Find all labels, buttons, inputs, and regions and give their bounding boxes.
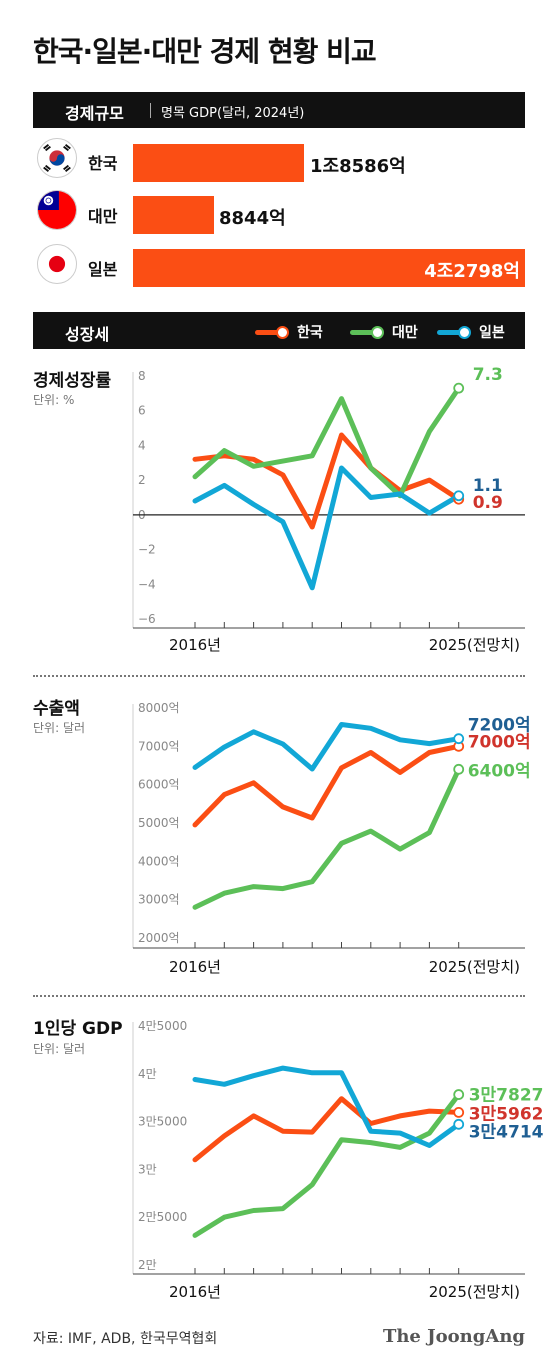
gdp-bar-korea — [133, 144, 304, 182]
gdp-value-korea: 1조8586억 — [310, 156, 406, 177]
y-tick-label: 4만 — [138, 1067, 157, 1081]
y-tick-label: 5000억 — [138, 816, 180, 830]
x-label-end: 2025(전망치) — [429, 958, 520, 976]
taiwan-flag-icon — [37, 190, 77, 230]
legend-japan-label: 일본 — [479, 325, 505, 341]
legend-korea-marker — [276, 326, 289, 339]
y-tick-label: 2만5000 — [138, 1210, 187, 1224]
end-marker-japan — [453, 733, 465, 745]
gdp-bar-japan — [133, 249, 525, 287]
end-marker-taiwan — [453, 763, 465, 775]
x-label-start: 2016년 — [169, 958, 221, 976]
country-label-taiwan: 대만 — [88, 207, 118, 226]
legend-japan-line — [437, 330, 463, 335]
y-tick-label: 4만5000 — [138, 1019, 187, 1033]
gdp-per-capita-title: 1인당 GDP — [33, 1019, 123, 1039]
exports-unit: 단위: 달러 — [33, 721, 86, 735]
series-line-taiwan — [192, 385, 462, 499]
x-label-start: 2016년 — [169, 636, 221, 654]
y-tick-label: −2 — [138, 543, 156, 557]
end-value-label-japan: 3만4714 — [469, 1122, 544, 1142]
legend-taiwan-label: 대만 — [392, 325, 418, 341]
y-tick-label: 2 — [138, 473, 146, 487]
y-tick-label: −4 — [138, 577, 156, 591]
page-title: 한국·일본·대만 경제 현황 비교 — [33, 35, 377, 68]
source-note: 자료: IMF, ADB, 한국무역협회 — [33, 1331, 218, 1347]
legend-taiwan-line — [350, 330, 376, 335]
header-separator — [150, 103, 151, 118]
y-tick-label: 6 — [138, 404, 146, 418]
end-value-label-taiwan: 3만7827 — [469, 1086, 544, 1106]
korea-flag-icon — [37, 138, 77, 178]
gdp-value-taiwan: 8844억 — [219, 208, 286, 229]
gdp-per-capita-unit: 단위: 달러 — [33, 1042, 86, 1056]
legend-japan-marker — [458, 326, 471, 339]
end-value-label-korea: 7000억 — [468, 732, 531, 752]
series-line-japan — [192, 1065, 462, 1148]
y-tick-label: 4000억 — [138, 854, 180, 868]
end-marker-korea — [453, 1107, 465, 1118]
x-label-end: 2025(전망치) — [429, 636, 520, 654]
x-label-start: 2016년 — [169, 1283, 221, 1301]
country-label-korea: 한국 — [88, 154, 118, 173]
end-value-label-korea: 0.9 — [473, 493, 503, 513]
end-value-label-japan: 7200억 — [468, 716, 531, 736]
section-divider-2 — [33, 995, 525, 997]
series-line-taiwan — [192, 766, 462, 910]
economy-header-label: 경제규모 — [65, 104, 124, 123]
end-value-label-japan: 1.1 — [473, 476, 503, 496]
growth-header-label: 성장세 — [65, 325, 110, 344]
y-tick-label: 2000억 — [138, 931, 180, 945]
exports-chart: 8000억 7000억 6000억 5000억 4000억 3000억 2000억 2016년… — [132, 701, 531, 976]
section-divider-1 — [33, 675, 525, 677]
end-value-label-taiwan: 6400억 — [468, 761, 531, 781]
series-line-japan — [192, 465, 462, 591]
gdp-value-japan: 4조2798억 — [424, 261, 520, 282]
y-tick-label: 7000억 — [138, 739, 180, 753]
y-tick-label: 3만5000 — [138, 1115, 187, 1129]
economy-header-subtitle: 명목 GDP(달러, 2024년) — [161, 106, 305, 121]
growth-rate-title: 경제성장률 — [33, 371, 112, 391]
series-line-korea — [192, 743, 462, 828]
y-tick-label: 8000억 — [138, 701, 180, 715]
legend-korea-line — [255, 330, 281, 335]
y-tick-label: −6 — [138, 612, 156, 626]
economy-header: 경제규모 명목 GDP(달러, 2024년) — [33, 92, 525, 128]
y-tick-label: 2만 — [138, 1258, 157, 1272]
legend-korea-label: 한국 — [297, 325, 323, 341]
end-value-label-taiwan: 7.3 — [473, 365, 503, 385]
exports-title: 수출액 — [33, 699, 80, 719]
y-tick-label: 8 — [138, 369, 146, 383]
legend-taiwan-marker — [371, 326, 384, 339]
y-tick-label: 6000억 — [138, 778, 180, 792]
end-value-label-korea: 3만5962 — [469, 1104, 544, 1124]
growth-rate-unit: 단위: % — [33, 393, 75, 407]
end-marker-japan — [453, 490, 465, 502]
end-marker-japan — [453, 1118, 465, 1130]
end-marker-taiwan — [453, 382, 465, 394]
brand-logo: The JoongAng — [382, 1326, 525, 1347]
country-label-japan: 일본 — [88, 260, 118, 279]
y-tick-label: 4 — [138, 438, 146, 452]
gdp-bar-taiwan — [133, 196, 214, 234]
series-line-japan — [192, 722, 462, 772]
y-tick-label: 3만 — [138, 1162, 157, 1176]
y-tick-label: 3000억 — [138, 893, 180, 907]
japan-flag-icon — [37, 244, 77, 284]
end-marker-taiwan — [453, 1089, 465, 1100]
x-label-end: 2025(전망치) — [429, 1283, 520, 1301]
gdp-per-capita-chart: 4만5000 4만 3만5000 3만 2만5000 2만 2016년 2025(전망치) 3만… — [132, 1019, 544, 1301]
series-line-korea — [192, 1096, 462, 1163]
